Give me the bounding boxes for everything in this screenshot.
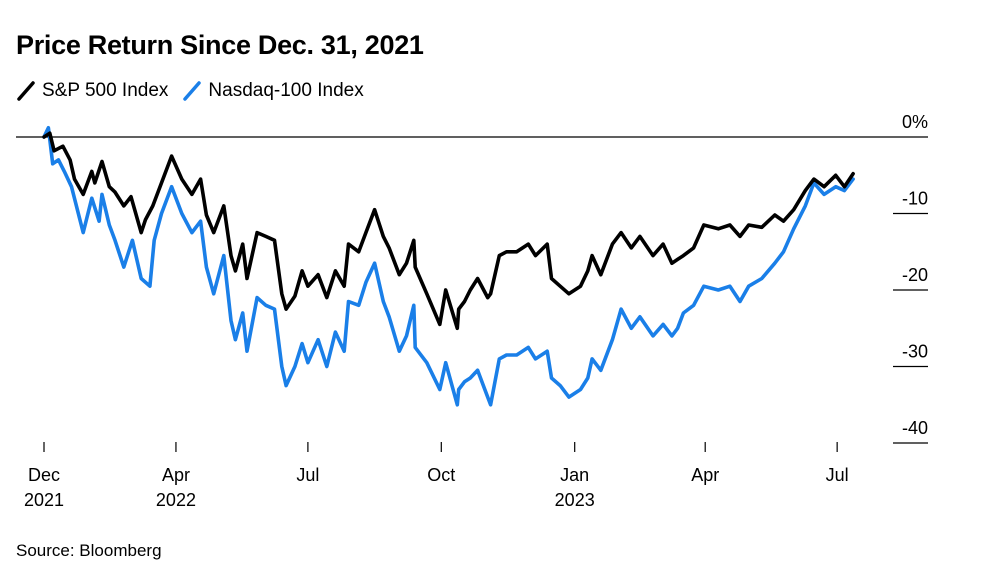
x-tick-label: Jan (560, 465, 589, 485)
series-lines (42, 126, 855, 407)
y-tick-label: -30 (902, 342, 928, 362)
x-tick-label: Oct (427, 465, 455, 485)
legend-item-nasdaq: Nasdaq-100 Index (182, 80, 364, 102)
x-tick-label: Jul (826, 465, 849, 485)
legend-item-sp500: S&P 500 Index (16, 80, 168, 102)
line-chart: 0% -10 -20 -30 -40 Dec 2021 Apr 2022 Jul Oct Jan 202… (16, 112, 928, 510)
legend-swatch-sp500 (17, 81, 35, 101)
x-tick-label: Jul (296, 465, 319, 485)
source-note: Source: Bloomberg (16, 541, 162, 560)
y-tick-label: -40 (902, 418, 928, 438)
x-tick-label: Dec (28, 465, 60, 485)
y-tick-label: -10 (902, 189, 928, 209)
x-tick-year-label: 2022 (156, 490, 196, 510)
series-line-sp500 (42, 131, 855, 331)
axes: 0% -10 -20 -30 -40 Dec 2021 Apr 2022 Jul Oct Jan 202… (16, 112, 928, 510)
x-tick-year-label: 2023 (555, 490, 595, 510)
legend-label-sp500: S&P 500 Index (42, 80, 169, 101)
legend-swatch-nasdaq (183, 81, 202, 101)
series-line-nasdaq (42, 126, 855, 407)
legend: S&P 500 Index Nasdaq-100 Index (16, 80, 378, 102)
x-tick-year-label: 2021 (24, 490, 64, 510)
x-tick-label: Apr (691, 465, 719, 485)
legend-label-nasdaq: Nasdaq-100 Index (208, 80, 364, 101)
x-tick-label: Apr (162, 465, 190, 485)
y-tick-label: 0% (902, 112, 928, 132)
y-tick-label: -20 (902, 265, 928, 285)
chart-title: Price Return Since Dec. 31, 2021 (16, 30, 424, 60)
